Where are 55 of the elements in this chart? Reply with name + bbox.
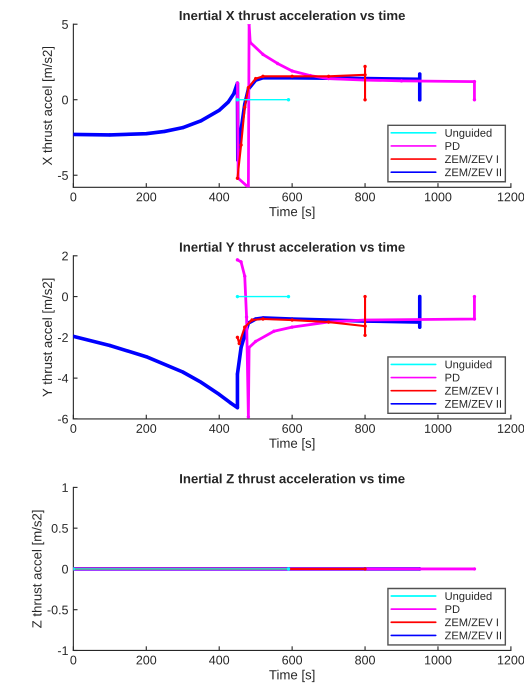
x-tick-label: 1000: [425, 192, 452, 202]
legend-label: PD: [446, 142, 460, 150]
x-tick-label: 1000: [425, 424, 452, 433]
legend-label: PD: [446, 605, 460, 614]
x-tick-label: 800: [355, 656, 375, 665]
legend-label: Unguided: [445, 360, 492, 371]
x-tick-label: 1000: [425, 656, 452, 665]
y-tick-label: -2: [58, 333, 68, 342]
legend-label: Unguided: [445, 592, 492, 602]
x-tick-label: 200: [136, 424, 156, 433]
y-tick-label: -4: [58, 374, 68, 383]
y-tick-label: -6: [58, 414, 68, 424]
legend-label: ZEM/ZEV II: [444, 168, 501, 176]
x-tick-label: 200: [136, 656, 156, 665]
y-tick-label: 0: [62, 564, 68, 574]
y-tick-label: -5: [58, 171, 68, 180]
x-tick-label: 0: [70, 424, 76, 433]
y-tick-label: -0.5: [48, 606, 68, 614]
x-tick-label: 200: [136, 192, 156, 202]
x-tick-label: 1200: [498, 656, 524, 665]
chart-title: Inertial Y thrust acceleration vs time: [180, 242, 405, 252]
chart-title: Inertial X thrust acceleration vs time: [180, 10, 405, 20]
legend-label: Unguided: [445, 128, 492, 140]
x-tick-label: 400: [209, 424, 230, 433]
x-axis-title: Time [s]: [269, 438, 314, 450]
x-tick-label: 0: [70, 192, 76, 202]
x-tick-label: 600: [282, 656, 302, 665]
x-axis-title: Time [s]: [269, 206, 314, 219]
x-tick-label: 0: [70, 656, 76, 665]
y-tick-label: 0: [62, 292, 68, 302]
x-tick-label: 400: [209, 656, 230, 665]
y-tick-label: 5: [62, 20, 68, 29]
x-tick-label: 800: [355, 192, 375, 202]
y-tick-label: 2: [62, 252, 68, 260]
legend-label: PD: [446, 374, 460, 382]
x-tick-label: 400: [209, 192, 230, 202]
x-tick-label: 600: [282, 192, 302, 202]
y-tick-label: 0: [62, 96, 68, 104]
legend-label: ZEM/ZEV I: [444, 154, 498, 164]
y-tick-label: 0.5: [52, 524, 68, 533]
chart-title: Inertial Z thrust acceleration vs time: [180, 474, 405, 484]
y-axis-title: X thrust accel [m/s2]: [42, 46, 55, 166]
x-tick-label: 600: [282, 424, 302, 433]
legend-label: ZEM/ZEV I: [444, 618, 498, 626]
y-axis-title: Z thrust accel [m/s2]: [32, 510, 44, 628]
x-tick-label: 1200: [498, 424, 524, 433]
y-tick-label: 1: [62, 483, 68, 492]
y-axis-title: Y thrust accel [m/s2]: [42, 278, 55, 397]
legend-label: ZEM/ZEV II: [444, 400, 501, 408]
legend-label: ZEM/ZEV I: [444, 386, 498, 395]
x-tick-label: 1200: [498, 192, 524, 202]
y-tick-label: -1: [58, 646, 68, 656]
x-axis-title: Time [s]: [269, 670, 314, 682]
legend-label: ZEM/ZEV II: [444, 631, 501, 640]
x-tick-label: 800: [355, 424, 375, 433]
